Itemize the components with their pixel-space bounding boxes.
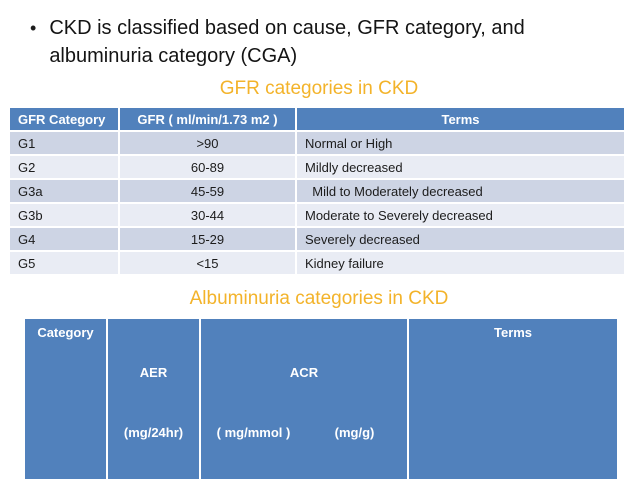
gfr-cell-category: G3b [8, 202, 120, 228]
gfr-header-row: GFR Category GFR ( ml/min/1.73 m2 ) Term… [8, 106, 626, 132]
alb-header-aer-unit: (mg/24hr) [123, 425, 184, 440]
gfr-cell-range: 60-89 [118, 154, 297, 180]
gfr-cell-terms: Mild to Moderately decreased [295, 178, 626, 204]
table-row: G1 >90 Normal or High [8, 130, 626, 156]
gfr-categories-table: GFR Category GFR ( ml/min/1.73 m2 ) Term… [8, 106, 626, 276]
gfr-cell-range: >90 [118, 130, 297, 156]
bullet-text: CKD is classified based on cause, GFR ca… [49, 14, 524, 70]
alb-header-acr-label: ACR [289, 365, 319, 380]
gfr-cell-range: 15-29 [118, 226, 297, 252]
gfr-cell-terms: Normal or High [295, 130, 626, 156]
gfr-cell-category: G2 [8, 154, 120, 180]
alb-header-acr-units: ( mg/mmol ) (mg/g) [203, 423, 405, 443]
albuminuria-categories-table: Category AER (mg/24hr) ACR ( mg/mmol ) (… [23, 317, 620, 479]
alb-header-acr-mmol: ( mg/mmol ) [216, 425, 291, 440]
gfr-cell-category: G5 [8, 250, 120, 276]
table-row: G3b 30-44 Moderate to Severely decreased [8, 202, 626, 228]
gfr-header-category: GFR Category [8, 106, 120, 132]
gfr-header-terms: Terms [295, 106, 626, 132]
alb-header-acr-group: ACR ( mg/mmol ) (mg/g) [198, 317, 410, 479]
gfr-cell-range: <15 [118, 250, 297, 276]
alb-header-acr-mg: (mg/g) [334, 425, 375, 440]
gfr-cell-category: G1 [8, 130, 120, 156]
table-row: G2 60-89 Mildly decreased [8, 154, 626, 180]
table-row: G4 15-29 Severely decreased [8, 226, 626, 252]
gfr-cell-terms: Mildly decreased [295, 154, 626, 180]
alb-header-aer-label: AER [139, 365, 168, 380]
bullet-text-line2: albuminuria category (CGA) [49, 45, 298, 67]
alb-header-aer: AER (mg/24hr) [106, 317, 201, 479]
gfr-cell-range: 45-59 [118, 178, 297, 204]
albuminuria-table-title: Albuminuria categories in CKD [189, 288, 449, 309]
gfr-cell-category: G3a [8, 178, 120, 204]
gfr-header-gfr: GFR ( ml/min/1.73 m2 ) [118, 106, 297, 132]
gfr-cell-terms: Kidney failure [295, 250, 626, 276]
gfr-cell-range: 30-44 [118, 202, 297, 228]
alb-header-category: Category [23, 317, 108, 479]
bullet-marker: • [30, 18, 37, 38]
albuminuria-header-row: Category AER (mg/24hr) ACR ( mg/mmol ) (… [23, 317, 620, 479]
gfr-table-title: GFR categories in CKD [219, 78, 419, 99]
bullet-item: • CKD is classified based on cause, GFR … [0, 0, 638, 70]
alb-header-terms: Terms [407, 317, 620, 479]
gfr-cell-terms: Severely decreased [295, 226, 626, 252]
bullet-text-line1: CKD is classified based on cause, GFR ca… [49, 17, 525, 39]
gfr-cell-terms: Moderate to Severely decreased [295, 202, 626, 228]
table-row: G5 <15 Kidney failure [8, 250, 626, 276]
table-row: G3a 45-59 Mild to Moderately decreased [8, 178, 626, 204]
gfr-cell-category: G4 [8, 226, 120, 252]
